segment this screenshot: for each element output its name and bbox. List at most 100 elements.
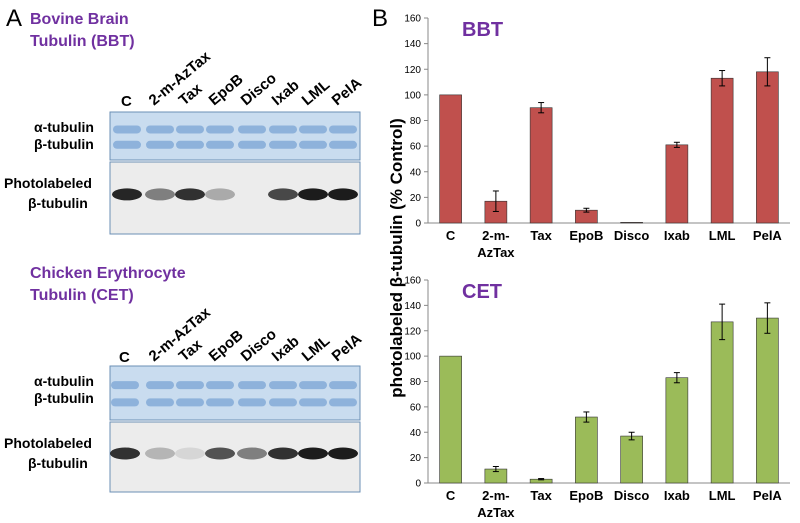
beta-band [206,398,234,407]
bar [529,107,553,224]
error-bar [764,302,771,334]
beta-band [176,398,204,407]
photo-band [145,447,175,460]
photo-band [328,188,358,201]
beta-band [329,398,357,407]
alpha-band [238,125,266,134]
panel-label: B [372,5,388,32]
row-label: β-tubulin [28,455,88,471]
x-tick-label: C [446,488,456,503]
error-bar [673,372,680,384]
row-label: Photolabeled [4,175,92,191]
y-tick-label: 20 [410,453,422,464]
bar [620,435,643,484]
bar [710,77,734,224]
x-tick-label: LML [709,488,736,503]
y-tick-label: 140 [404,39,421,50]
lane-label: EpoB [206,327,247,365]
error-bar [628,431,635,441]
alpha-band [146,381,174,390]
error-bar [673,141,680,148]
alpha-band [206,381,234,390]
x-tick-label: Tax [530,228,552,243]
photo-band [237,447,267,460]
x-tick-label: Disco [614,488,649,503]
row-label: Photolabeled [4,435,92,451]
beta-band [299,398,327,407]
x-tick-label: EpoB [569,488,603,503]
row-label: α-tubulin [34,119,94,135]
beta-band [146,140,174,149]
lane-label: C [121,93,132,110]
gel-title: Tubulin (BBT) [30,33,135,50]
bar [575,416,598,484]
lane-label: LML [299,76,334,109]
lane-label: C [119,349,130,366]
photo-band [328,447,358,460]
row-label: β-tubulin [34,136,94,152]
error-bar [764,57,771,87]
error-bar [583,411,590,423]
gel-title: Chicken Erythrocyte [30,265,186,282]
bar [439,94,462,224]
x-tick-label: C [446,228,456,243]
y-tick-label: 0 [415,219,421,230]
y-tick-label: 160 [404,14,421,25]
y-tick-label: 100 [404,90,421,101]
photo-band [145,188,175,201]
gel-title: Bovine Brain [30,11,129,28]
alpha-band [176,381,204,390]
y-tick-label: 60 [410,142,422,153]
row-label: β-tubulin [28,195,88,211]
photo-band [298,188,328,201]
alpha-band [329,125,357,134]
x-tick-label: Ixab [664,488,690,503]
alpha-band [176,125,204,134]
error-bar [719,303,726,341]
chart-title: CET [462,281,502,303]
y-tick-label: 120 [404,326,421,337]
y-tick-label: 140 [404,301,421,312]
beta-band [206,140,234,149]
photo-band [298,447,328,460]
beta-band [113,140,141,149]
bar [620,222,643,224]
lane-label: LML [299,332,334,365]
y-tick-label: 40 [410,167,422,178]
y-tick-label: 60 [410,402,422,413]
lane-label: PelA [329,330,366,365]
error-bar [583,207,590,213]
beta-band [329,140,357,149]
x-tick-label: 2-m-AzTax [477,488,515,520]
bar [756,317,779,484]
lane-label: PelA [329,74,366,109]
row-label: β-tubulin [34,390,94,406]
photo-band [205,447,235,460]
error-bar [538,478,545,481]
beta-band [269,398,297,407]
x-tick-label: PelA [753,228,783,243]
bar [756,71,779,224]
x-tick-label: LML [709,228,736,243]
beta-band [238,398,266,407]
chart-title: BBT [462,19,503,41]
x-tick-label: Tax [530,488,552,503]
alpha-band [269,381,297,390]
photo-band [175,188,205,201]
y-tick-label: 80 [410,377,422,388]
beta-band [176,140,204,149]
beta-band [299,140,327,149]
y-tick-label: 160 [404,276,421,287]
y-tick-label: 20 [410,193,422,204]
beta-band [111,398,139,407]
gel-coomassie [109,365,361,421]
x-tick-label: Ixab [664,228,690,243]
alpha-band [113,125,141,134]
y-tick-label: 100 [404,352,421,363]
panel-label: A [6,5,22,32]
photo-band [205,188,235,201]
lane-label: EpoB [206,71,247,109]
error-bar [492,466,499,473]
alpha-band [238,381,266,390]
